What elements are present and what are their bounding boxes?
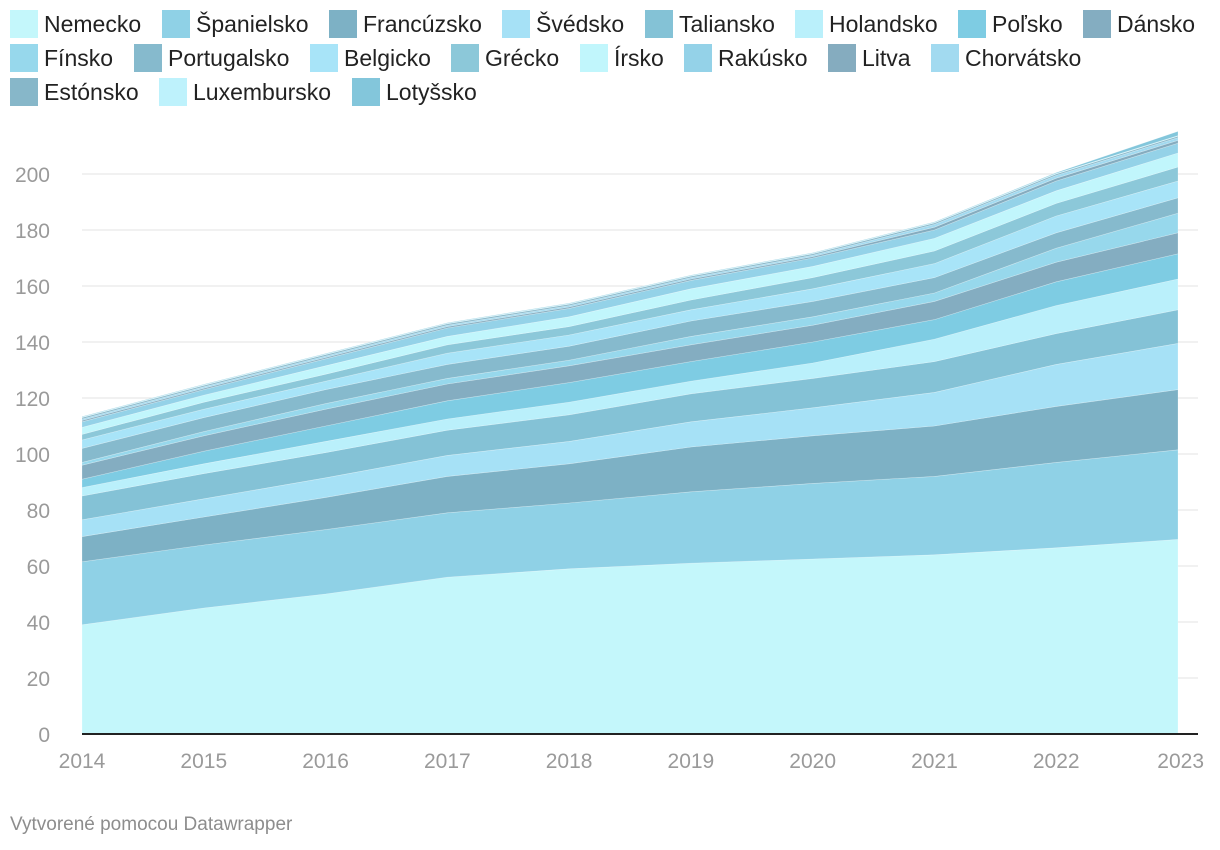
area-taliansko xyxy=(81,309,1179,521)
legend-swatch xyxy=(352,78,380,106)
legend-item-portugalsko: Portugalsko xyxy=(134,44,289,72)
legend-swatch xyxy=(1083,10,1111,38)
legend-label: Dánsko xyxy=(1117,10,1195,37)
area-francuzsko xyxy=(81,389,1179,563)
legend-item-holandsko: Holandsko xyxy=(795,10,938,38)
legend-item-belgicko: Belgicko xyxy=(310,44,431,72)
legend-item-nemecko: Nemecko xyxy=(10,10,141,38)
y-axis-ticks: 0 20 40 60 80 100 120 140 160 180 200 xyxy=(15,164,50,747)
y-tick-label: 80 xyxy=(27,500,50,523)
x-tick-label: 2020 xyxy=(789,750,836,773)
legend-swatch xyxy=(580,44,608,72)
area-svedsko xyxy=(81,343,1179,537)
legend-swatch xyxy=(329,10,357,38)
y-tick-label: 200 xyxy=(15,164,50,187)
legend-label: Poľsko xyxy=(992,10,1063,37)
y-tick-label: 180 xyxy=(15,220,50,243)
legend-label: Francúzsko xyxy=(363,10,482,37)
y-tick-label: 140 xyxy=(15,332,50,355)
legend-swatch xyxy=(310,44,338,72)
legend-item-spanielsko: Španielsko xyxy=(162,10,309,38)
area-grecko xyxy=(81,166,1179,441)
legend-item-finsko: Fínsko xyxy=(10,44,113,72)
legend-item-luxembursko: Luxembursko xyxy=(159,78,331,106)
legend-label: Fínsko xyxy=(44,44,114,71)
legend-swatch xyxy=(958,10,986,38)
legend-swatch xyxy=(134,44,162,72)
legend-label: Holandsko xyxy=(829,10,938,37)
area-rakusko xyxy=(81,142,1179,428)
y-tick-label: 40 xyxy=(27,612,50,635)
legend-swatch xyxy=(10,44,38,72)
area-lotyssko xyxy=(81,130,1179,418)
legend-label: Litva xyxy=(862,44,911,71)
legend-swatch xyxy=(10,78,38,106)
legend-item-polsko: Poľsko xyxy=(958,10,1063,38)
legend-item-estonsko: Estónsko xyxy=(10,78,139,106)
area-irsko xyxy=(81,152,1179,435)
legend-item-rakusko: Rakúsko xyxy=(684,44,807,72)
legend-label: Španielsko xyxy=(196,10,309,37)
x-tick-label: 2016 xyxy=(302,750,349,773)
y-tick-label: 100 xyxy=(15,444,50,467)
x-axis-ticks: 2014 2015 2016 2017 2018 2019 2020 2021 2022 2023 xyxy=(59,750,1204,773)
area-series xyxy=(81,130,1179,735)
legend-item-dansko: Dánsko xyxy=(1083,10,1195,38)
legend-item-irsko: Írsko xyxy=(580,44,664,72)
legend-item-francuzsko: Francúzsko xyxy=(329,10,482,38)
area-polsko xyxy=(81,253,1179,488)
legend-item-chorvatsko: Chorvátsko xyxy=(931,44,1081,72)
legend-swatch xyxy=(828,44,856,72)
legend-label: Belgicko xyxy=(344,44,431,71)
legend-swatch xyxy=(162,10,190,38)
legend-label: Grécko xyxy=(485,44,560,71)
legend-swatch xyxy=(795,10,823,38)
legend-label: Taliansko xyxy=(679,10,775,37)
legend-label: Lotyšsko xyxy=(386,78,477,105)
area-finsko xyxy=(81,212,1179,466)
x-tick-label: 2018 xyxy=(546,750,593,773)
area-litva xyxy=(81,139,1179,423)
legend-label: Luxembursko xyxy=(193,78,332,105)
legend-item-grecko: Grécko xyxy=(451,44,559,72)
y-tick-label: 60 xyxy=(27,556,50,579)
legend-item-litva: Litva xyxy=(828,44,911,72)
x-tick-label: 2015 xyxy=(180,750,227,773)
credit-text: Vytvorené pomocou Datawrapper xyxy=(10,814,293,835)
legend-swatch xyxy=(451,44,479,72)
area-estonsko xyxy=(81,135,1179,420)
y-tick-label: 160 xyxy=(15,276,50,299)
y-tick-label: 120 xyxy=(15,388,50,411)
legend-label: Nemecko xyxy=(44,10,142,37)
legend-swatch xyxy=(684,44,712,72)
legend-item-taliansko: Taliansko xyxy=(645,10,775,38)
legend-label: Švédsko xyxy=(536,10,625,37)
x-tick-label: 2021 xyxy=(911,750,958,773)
legend-swatch xyxy=(10,10,38,38)
legend-label: Írsko xyxy=(614,44,664,71)
x-tick-label: 2022 xyxy=(1033,750,1080,773)
legend-swatch xyxy=(645,10,673,38)
area-portugalsko xyxy=(81,197,1179,463)
y-tick-label: 20 xyxy=(27,668,50,691)
area-spanielsko xyxy=(81,449,1179,626)
legend-label: Chorvátsko xyxy=(965,44,1082,71)
legend-label: Estónsko xyxy=(44,78,139,105)
legend-label: Portugalsko xyxy=(168,44,290,71)
legend-swatch xyxy=(159,78,187,106)
legend-label: Rakúsko xyxy=(718,44,808,71)
x-tick-label: 2023 xyxy=(1157,750,1204,773)
legend-swatch xyxy=(502,10,530,38)
legend-item-svedsko: Švédsko xyxy=(502,10,624,38)
legend-swatch xyxy=(931,44,959,72)
x-tick-label: 2014 xyxy=(59,750,106,773)
x-tick-label: 2017 xyxy=(424,750,471,773)
x-tick-label: 2019 xyxy=(668,750,715,773)
legend-item-lotyssko: Lotyšsko xyxy=(352,78,477,106)
stacked-area-chart: 0 20 40 60 80 100 120 140 160 180 200 2014 2015 2016… xyxy=(15,130,1204,773)
y-tick-label: 0 xyxy=(38,724,50,747)
